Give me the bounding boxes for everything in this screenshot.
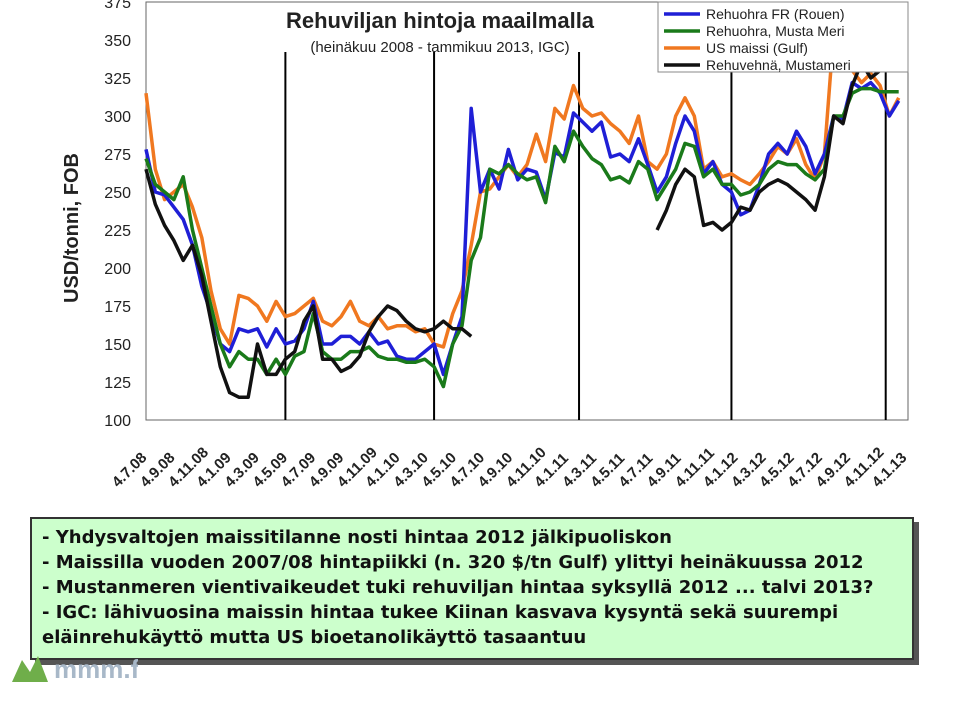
series-lines: [144, 30, 901, 399]
y-tick-label: 225: [104, 223, 131, 240]
note-line: - Maissilla vuoden 2007/08 hintapiikki (…: [42, 552, 864, 573]
year-markers: [284, 52, 887, 420]
y-tick-label: 300: [104, 109, 131, 126]
y-tick-label: 175: [104, 299, 131, 316]
note-line: - Mustanmeren vientivaikeudet tuki rehuv…: [42, 577, 874, 598]
chart-subtitle: (heinäkuu 2008 - tammikuu 2013, IGC): [310, 39, 569, 56]
legend-label: Rehuohra, Musta Meri: [706, 23, 845, 39]
x-axis-ticks: 4.7.084.9.084.11.084.1.094.3.094.5.094.7…: [109, 444, 911, 491]
y-tick-label: 250: [104, 185, 131, 202]
legend: Rehuohra FR (Rouen)Rehuohra, Musta MeriU…: [657, 1, 909, 73]
series-line: [144, 86, 899, 389]
y-axis-ticks: 100 125 150 175 200 225 250 275 300 325 350 375: [104, 0, 131, 430]
y-tick-label: 100: [104, 413, 131, 430]
notes-box: - Yhdysvaltojen maissitilanne nosti hint…: [30, 517, 914, 660]
chart-title: Rehuviljan hintoja maailmalla: [286, 8, 595, 33]
note-line: eläinrehukäyttö mutta US bioetanolikäytt…: [42, 627, 587, 648]
y-axis-label: USD/tonni, FOB: [61, 153, 83, 303]
note-line: - IGC: lähivuosina maissin hintaa tukee …: [42, 602, 839, 623]
legend-label: Rehuvehnä, Mustameri: [706, 57, 851, 73]
y-tick-label: 350: [104, 33, 131, 50]
y-tick-label: 200: [104, 261, 131, 278]
y-tick-label: 275: [104, 147, 131, 164]
series-line: [144, 30, 901, 349]
y-tick-label: 150: [104, 337, 131, 354]
y-tick-label: 125: [104, 375, 131, 392]
y-tick-label: 375: [104, 0, 131, 12]
series-line: [144, 80, 901, 377]
series-line: [144, 61, 882, 399]
legend-label: Rehuohra FR (Rouen): [706, 6, 845, 22]
note-line: - Yhdysvaltojen maissitilanne nosti hint…: [42, 527, 672, 548]
legend-label: US maissi (Gulf): [706, 40, 808, 56]
y-tick-label: 325: [104, 71, 131, 88]
logo-text: mmm.fi: [54, 654, 138, 684]
mmm-logo: mmm.fi: [12, 654, 138, 684]
logo-leaf-icon: [12, 656, 48, 682]
